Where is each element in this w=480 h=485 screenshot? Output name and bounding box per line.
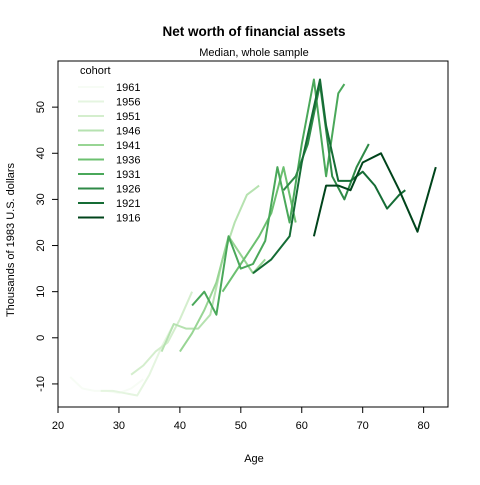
y-tick-label: 20: [35, 239, 47, 251]
y-tick-label: -10: [35, 376, 47, 392]
chart-title: Net worth of financial assets: [162, 24, 345, 39]
legend-label-1961: 1961: [116, 82, 140, 94]
chart-subtitle: Median, whole sample: [199, 47, 308, 59]
legend-label-1936: 1936: [116, 155, 140, 167]
series-line-1936: [221, 166, 297, 293]
legend: cohort 1961 1956 1951 1946 1941 1936 1931 1926 1…: [78, 65, 140, 225]
x-tick-label: 30: [113, 420, 125, 432]
y-tick-label: 0: [35, 335, 47, 341]
legend-title: cohort: [80, 65, 111, 77]
legend-label-1956: 1956: [116, 97, 140, 109]
legend-label-1941: 1941: [116, 140, 140, 152]
legend-label-1946: 1946: [116, 126, 140, 138]
legend-label-1921: 1921: [116, 198, 140, 210]
plot-box: [57, 60, 449, 408]
x-tick-label: 70: [357, 420, 369, 432]
x-axis-label: Age: [244, 453, 264, 465]
legend-label-1916: 1916: [116, 213, 140, 225]
x-tick-label: 80: [418, 420, 430, 432]
series-line-1951: [130, 291, 194, 376]
x-tick-label: 50: [235, 420, 247, 432]
series-line-1921: [252, 78, 406, 274]
legend-label-1951: 1951: [116, 111, 140, 123]
y-axis-label: Thousands of 1983 U.S. dollars: [5, 162, 17, 317]
x-tick-label: 40: [174, 420, 186, 432]
y-tick-label: 10: [35, 286, 47, 298]
y-tick-label: 30: [35, 193, 47, 205]
series-layer: [69, 78, 437, 397]
y-axis: -10 0 10 20 30 40 50: [35, 101, 58, 392]
series-line-1916: [312, 152, 437, 237]
x-axis: 20 30 40 50 60 70 80: [52, 407, 430, 432]
series-line-1941: [179, 235, 266, 353]
legend-label-1931: 1931: [116, 169, 140, 181]
legend-label-1926: 1926: [116, 184, 140, 196]
series-line-1946: [160, 184, 260, 353]
x-tick-label: 60: [296, 420, 308, 432]
y-tick-label: 40: [35, 147, 47, 159]
y-tick-label: 50: [35, 101, 47, 113]
x-tick-label: 20: [52, 420, 64, 432]
series-line-1931: [191, 78, 346, 316]
